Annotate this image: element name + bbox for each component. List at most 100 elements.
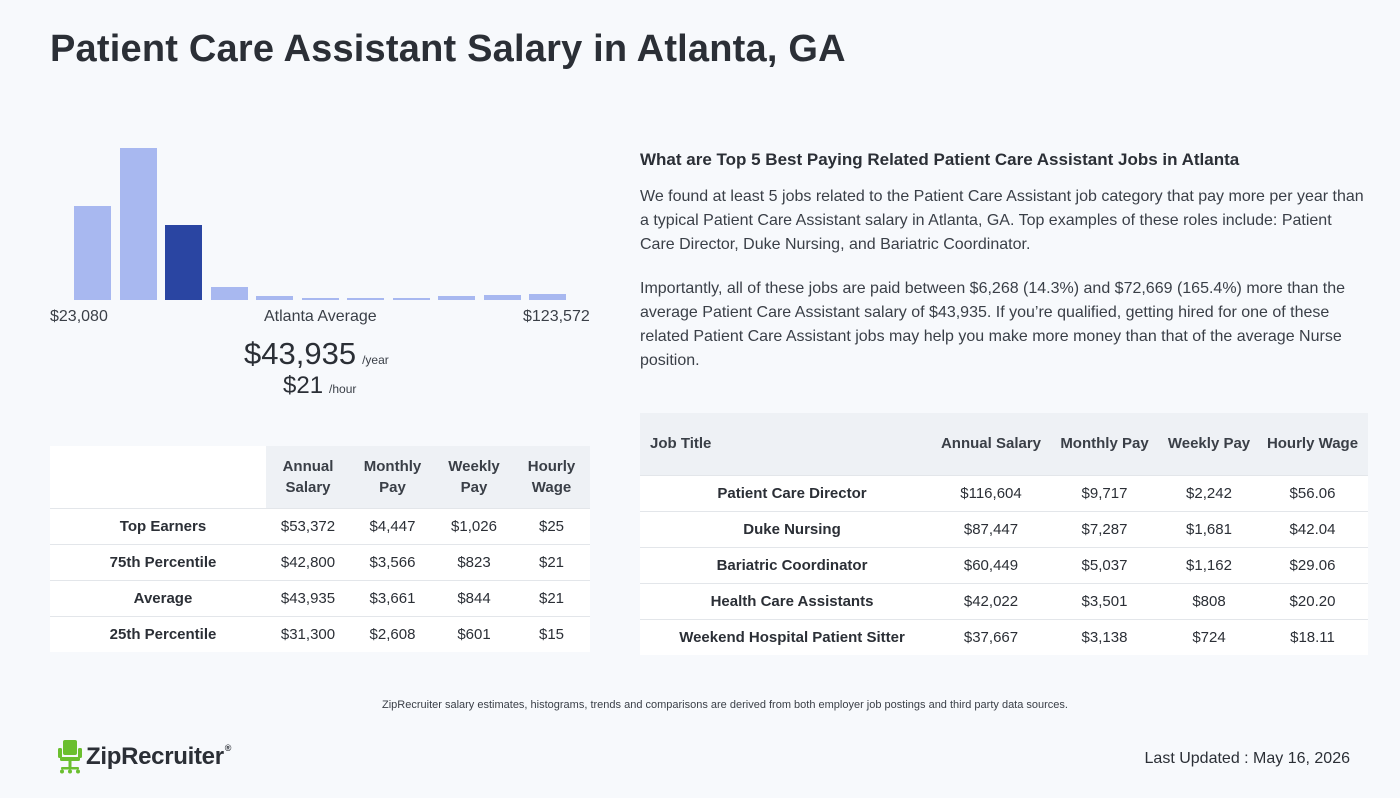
table-header-row: Job Title Annual Salary Monthly Pay Week… xyxy=(640,413,1368,475)
header-weekly-pay: Weekly Pay xyxy=(435,446,513,508)
weekly-pay-cell: $2,242 xyxy=(1161,474,1257,511)
monthly-pay-cell: $9,717 xyxy=(1048,474,1161,511)
table-row: 75th Percentile $42,800 $3,566 $823 $21 xyxy=(50,543,590,580)
histogram-bar xyxy=(347,298,384,300)
hourly-wage-cell: $18.11 xyxy=(1257,618,1368,655)
weekly-pay-cell: $808 xyxy=(1161,582,1257,619)
salary-histogram xyxy=(50,140,590,300)
monthly-pay-cell: $2,608 xyxy=(350,615,435,652)
row-label: 75th Percentile xyxy=(50,543,266,580)
ziprecruiter-logo[interactable]: ZipRecruiter® xyxy=(58,740,231,774)
hourly-wage-cell: $42.04 xyxy=(1257,510,1368,547)
job-title-cell: Health Care Assistants xyxy=(640,582,934,619)
header-annual-salary: Annual Salary xyxy=(934,413,1048,475)
header-monthly-pay: Monthly Pay xyxy=(1048,413,1161,475)
monthly-pay-cell: $3,566 xyxy=(350,543,435,580)
related-jobs-paragraph-2: Importantly, all of these jobs are paid … xyxy=(640,280,1346,369)
weekly-pay-cell: $724 xyxy=(1161,618,1257,655)
weekly-pay-cell: $823 xyxy=(435,543,513,580)
job-title-cell: Bariatric Coordinator xyxy=(640,546,934,583)
average-hourly-wage: $21/hour xyxy=(283,372,356,400)
average-yearly-unit: /year xyxy=(362,353,389,367)
average-yearly-value: $43,935 xyxy=(244,336,357,371)
last-updated: Last Updated : May 16, 2026 xyxy=(1144,750,1350,767)
table-row: Patient Care Director $116,604 $9,717 $2… xyxy=(640,474,1368,511)
hourly-wage-cell: $21 xyxy=(513,579,590,616)
histogram-bar xyxy=(301,298,339,300)
weekly-pay-cell: $1,162 xyxy=(1161,546,1257,583)
annual-salary-cell: $42,022 xyxy=(934,582,1048,619)
annual-salary-cell: $37,667 xyxy=(934,618,1048,655)
weekly-pay-cell: $1,026 xyxy=(435,507,513,544)
hourly-wage-cell: $29.06 xyxy=(1257,546,1368,583)
header-hourly-wage: Hourly Wage xyxy=(1257,413,1368,475)
table-header-row: Annual Salary Monthly Pay Weekly Pay Hou… xyxy=(50,446,590,508)
average-hourly-value: $21 xyxy=(283,372,324,399)
histogram-bar xyxy=(210,287,248,300)
table-row: Weekend Hospital Patient Sitter $37,667 … xyxy=(640,618,1368,655)
header-monthly-pay: Monthly Pay xyxy=(350,446,435,508)
hourly-wage-cell: $20.20 xyxy=(1257,582,1368,619)
annual-salary-cell: $43,935 xyxy=(266,579,350,616)
weekly-pay-cell: $1,681 xyxy=(1161,510,1257,547)
monthly-pay-cell: $4,447 xyxy=(350,507,435,544)
hourly-wage-cell: $15 xyxy=(513,615,590,652)
monthly-pay-cell: $3,138 xyxy=(1048,618,1161,655)
table-row: Health Care Assistants $42,022 $3,501 $8… xyxy=(640,582,1368,619)
table-row: Duke Nursing $87,447 $7,287 $1,681 $42.0… xyxy=(640,510,1368,547)
weekly-pay-cell: $844 xyxy=(435,579,513,616)
annual-salary-cell: $53,372 xyxy=(266,507,350,544)
histogram-bar xyxy=(483,295,521,300)
histogram-bar xyxy=(165,225,202,300)
row-label: Top Earners xyxy=(50,507,266,544)
job-title-cell: Weekend Hospital Patient Sitter xyxy=(640,618,934,655)
table-header-blank xyxy=(50,446,266,508)
row-label: 25th Percentile xyxy=(50,615,266,652)
job-title-cell: Patient Care Director xyxy=(640,474,934,511)
weekly-pay-cell: $601 xyxy=(435,615,513,652)
monthly-pay-cell: $3,501 xyxy=(1048,582,1161,619)
table-row: Top Earners $53,372 $4,447 $1,026 $25 xyxy=(50,507,590,544)
hourly-wage-cell: $21 xyxy=(513,543,590,580)
histogram-bar xyxy=(438,296,475,300)
brand-name: ZipRecruiter® xyxy=(86,743,231,771)
annual-salary-cell: $42,800 xyxy=(266,543,350,580)
histogram-bar xyxy=(74,206,111,300)
registered-mark: ® xyxy=(224,743,232,753)
monthly-pay-cell: $7,287 xyxy=(1048,510,1161,547)
header-weekly-pay: Weekly Pay xyxy=(1161,413,1257,475)
monthly-pay-cell: $3,661 xyxy=(350,579,435,616)
monthly-pay-cell: $5,037 xyxy=(1048,546,1161,583)
row-label: Average xyxy=(50,579,266,616)
histogram-average-label: Atlanta Average xyxy=(264,308,377,325)
histogram-bar xyxy=(256,296,293,300)
table-row: Bariatric Coordinator $60,449 $5,037 $1,… xyxy=(640,546,1368,583)
data-source-disclaimer: ZipRecruiter salary estimates, histogram… xyxy=(382,699,1068,711)
annual-salary-cell: $31,300 xyxy=(266,615,350,652)
table-row: Average $43,935 $3,661 $844 $21 xyxy=(50,579,590,616)
brand-wordmark: ZipRecruiter xyxy=(86,743,224,770)
related-jobs-paragraph-1: We found at least 5 jobs related to the … xyxy=(640,188,1364,253)
annual-salary-cell: $116,604 xyxy=(934,474,1048,511)
annual-salary-cell: $60,449 xyxy=(934,546,1048,583)
histogram-min-label: $23,080 xyxy=(50,308,108,325)
average-yearly-salary: $43,935/year xyxy=(244,336,389,372)
hourly-wage-cell: $56.06 xyxy=(1257,474,1368,511)
header-hourly-wage: Hourly Wage xyxy=(513,446,590,508)
histogram-bar xyxy=(529,294,566,300)
annual-salary-cell: $87,447 xyxy=(934,510,1048,547)
histogram-max-label: $123,572 xyxy=(523,308,590,325)
header-job-title: Job Title xyxy=(640,413,934,475)
average-hourly-unit: /hour xyxy=(329,382,357,396)
chair-icon xyxy=(58,740,82,774)
table-row: 25th Percentile $31,300 $2,608 $601 $15 xyxy=(50,615,590,652)
histogram-bar xyxy=(119,148,157,300)
header-annual-salary: Annual Salary xyxy=(266,446,350,508)
related-jobs-heading: What are Top 5 Best Paying Related Patie… xyxy=(640,150,1240,169)
hourly-wage-cell: $25 xyxy=(513,507,590,544)
related-jobs-table: Job Title Annual Salary Monthly Pay Week… xyxy=(640,413,1368,655)
page-title: Patient Care Assistant Salary in Atlanta… xyxy=(50,28,846,70)
histogram-bar xyxy=(392,298,430,300)
percentile-table: Annual Salary Monthly Pay Weekly Pay Hou… xyxy=(50,446,590,652)
job-title-cell: Duke Nursing xyxy=(640,510,934,547)
